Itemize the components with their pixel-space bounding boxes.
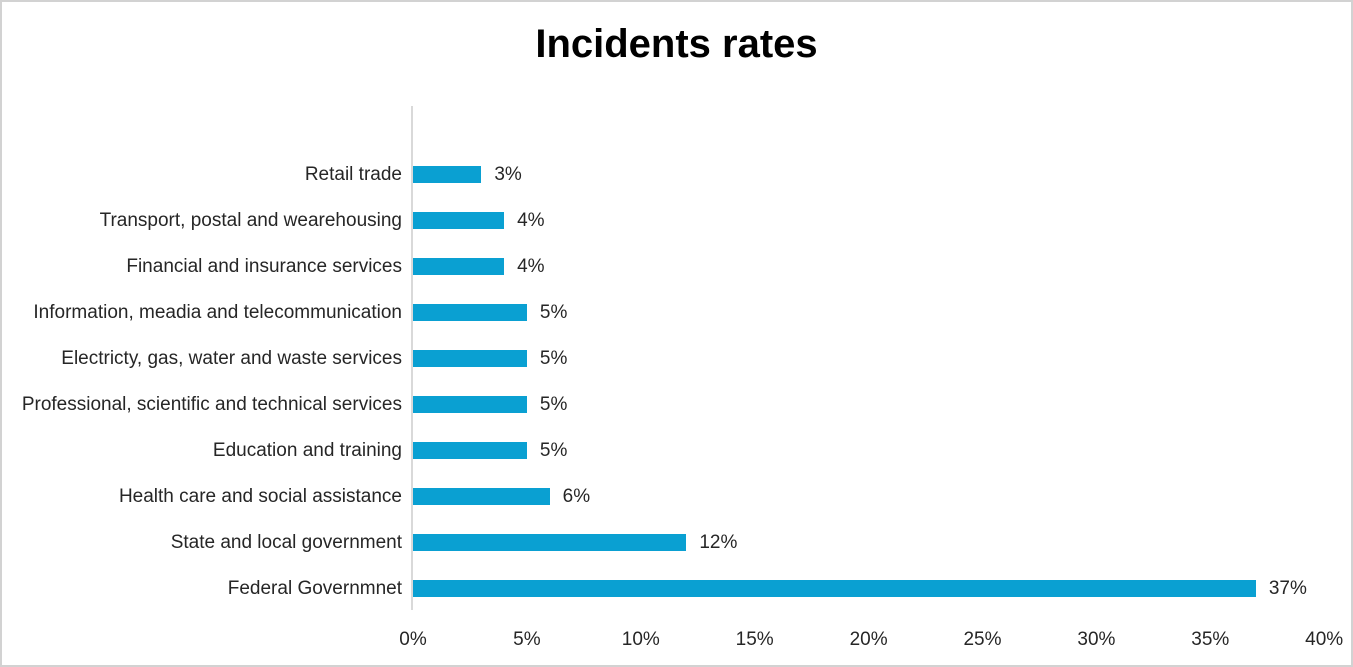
chart-title: Incidents rates: [535, 22, 818, 66]
category-label: Information, meadia and telecommunicatio…: [33, 302, 402, 323]
bar: [413, 488, 550, 505]
bar: [413, 580, 1256, 597]
category-label: Professional, scientific and technical s…: [21, 394, 402, 415]
x-tick-label: 30%: [1077, 629, 1116, 650]
value-label: 5%: [539, 394, 568, 415]
bar: [413, 212, 505, 229]
value-label: 4%: [517, 256, 545, 277]
x-tick-label: 5%: [513, 629, 541, 650]
value-label: 5%: [539, 302, 568, 323]
value-label: 5%: [539, 348, 568, 369]
bar: [413, 258, 505, 275]
x-tick-label: 20%: [849, 629, 888, 650]
value-label: 5%: [539, 440, 568, 461]
category-label: Transport, postal and wearehousing: [99, 210, 402, 231]
bar: [413, 350, 527, 367]
bar: [413, 304, 527, 321]
value-label: 12%: [699, 532, 738, 553]
x-tick-label: 15%: [735, 629, 774, 650]
category-label: State and local government: [170, 532, 402, 553]
x-tick-label: 40%: [1305, 629, 1344, 650]
category-label: Retail trade: [304, 164, 402, 185]
x-tick-label: 25%: [963, 629, 1002, 650]
bar: [413, 534, 687, 551]
category-label: Financial and insurance services: [126, 256, 402, 277]
value-label: 3%: [494, 164, 522, 185]
value-label: 4%: [517, 210, 545, 231]
category-label: Health care and social assistance: [118, 486, 402, 507]
value-label: 37%: [1268, 578, 1307, 599]
x-tick-label: 35%: [1191, 629, 1230, 650]
y-axis-line: [411, 106, 413, 610]
bar: [413, 166, 482, 183]
category-label: Federal Governmnet: [227, 578, 402, 599]
x-tick-label: 10%: [621, 629, 660, 650]
bar: [413, 442, 527, 459]
category-label: Electricty, gas, water and waste service…: [61, 348, 402, 369]
bar: [413, 396, 527, 413]
x-tick-label: 0%: [399, 629, 427, 650]
value-label: 6%: [562, 486, 591, 507]
category-label: Education and training: [212, 440, 402, 461]
